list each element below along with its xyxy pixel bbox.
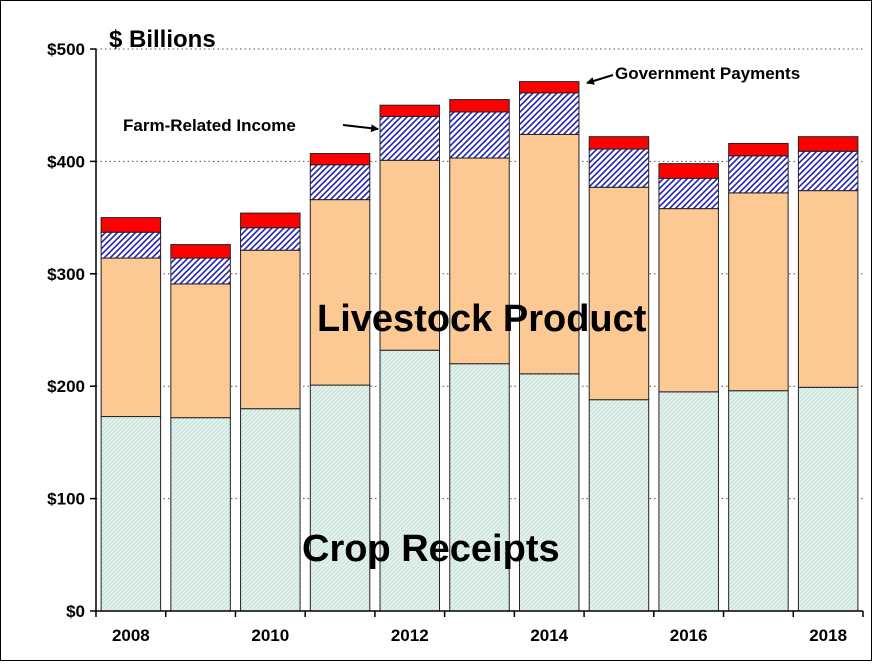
y-tick-label: $100 [47, 490, 85, 509]
x-tick-labels: 2008 2010 2012 2014 2016 2018 [112, 626, 847, 645]
bar-livestock-2017 [728, 192, 789, 392]
bar-farm-2014 [518, 92, 580, 135]
bar-livestock-2008 [100, 257, 162, 418]
bar-crop-2015 [588, 399, 650, 612]
bar-farm-2011 [309, 164, 371, 201]
bar-crop-2009 [170, 417, 231, 612]
bar-crop-2014 [518, 373, 580, 612]
x-tick-label: 2012 [391, 626, 429, 645]
crop-inline-label: Crop Receipts [302, 528, 560, 570]
bar-farm-2013 [449, 111, 510, 159]
x-tick-label: 2014 [530, 626, 568, 645]
y-tick-label: $300 [47, 265, 85, 284]
x-tick-label: 2010 [251, 626, 289, 645]
bar-livestock-2016 [658, 208, 719, 393]
bar-crop-2017 [728, 390, 789, 612]
bar-livestock-2014 [518, 133, 580, 375]
bar-gov-2015 [588, 136, 650, 150]
y-tick-label: $500 [47, 40, 85, 59]
bar-livestock-2009 [170, 283, 231, 419]
x-tick-label: 2008 [112, 626, 150, 645]
gov-payments-annotation: Government Payments [615, 64, 800, 83]
bar-crop-2016 [658, 391, 719, 612]
bar-farm-2009 [170, 257, 231, 285]
bar-crop-2008 [100, 416, 162, 612]
bar-crop-2011 [309, 384, 371, 612]
bar-farm-2018 [797, 150, 859, 192]
bar-farm-2015 [588, 148, 650, 188]
gov-payments-arrow [586, 74, 614, 85]
bar-gov-2013 [449, 99, 510, 113]
y-tick-label: $400 [47, 152, 85, 171]
bar-farm-2012 [379, 115, 441, 161]
bar-livestock-2010 [240, 249, 301, 410]
bar-livestock-2015 [588, 186, 650, 401]
y-tick-labels: $0 $100 $200 $300 $400 $500 [47, 40, 85, 621]
bar-farm-2017 [728, 155, 789, 194]
y-tick-label: $200 [47, 377, 85, 396]
bar-gov-2008 [100, 217, 162, 233]
bar-farm-2016 [658, 177, 719, 210]
unit-label: $ Billions [109, 26, 216, 53]
bar-gov-2012 [379, 104, 441, 117]
bar-farm-2008 [100, 231, 162, 259]
bar-crop-2013 [449, 363, 510, 612]
bar-livestock-2012 [379, 159, 441, 351]
x-tick-label: 2016 [670, 626, 708, 645]
axes-group [90, 48, 864, 617]
bar-livestock-2011 [309, 199, 371, 386]
bar-gov-2010 [240, 212, 301, 229]
bar-farm-2010 [240, 227, 301, 251]
bar-gov-2018 [797, 136, 859, 152]
bar-crop-2012 [379, 349, 441, 612]
bar-gov-2014 [518, 81, 580, 94]
bars-group [100, 81, 859, 612]
bar-crop-2018 [797, 386, 859, 612]
bar-gov-2009 [170, 244, 231, 259]
livestock-inline-label: Livestock Product [317, 298, 647, 340]
bar-livestock-2018 [797, 190, 859, 388]
bar-crop-2010 [240, 408, 301, 612]
bar-gov-2017 [728, 142, 789, 157]
bar-gov-2016 [658, 163, 719, 179]
farm-income-arrow [342, 124, 379, 133]
farm-income-annotation: Farm-Related Income [123, 116, 296, 135]
x-tick-label: 2018 [809, 626, 847, 645]
y-tick-label: $0 [66, 602, 85, 621]
bar-gov-2011 [309, 153, 371, 166]
